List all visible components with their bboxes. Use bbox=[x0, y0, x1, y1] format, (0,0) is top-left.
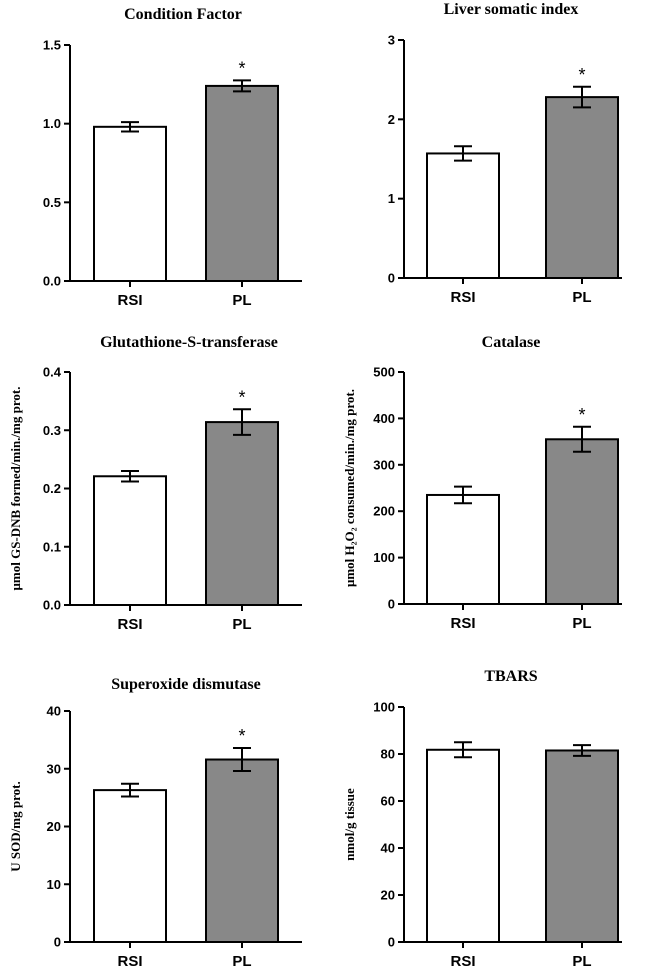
y-tick-label: 2 bbox=[388, 112, 395, 127]
y-tick-label: 30 bbox=[47, 761, 61, 776]
x-tick-label: RSI bbox=[117, 616, 142, 633]
y-tick-label: 0.4 bbox=[43, 365, 62, 380]
y-axis-label: μmol H₂O₂ consumed/min./mg prot. bbox=[342, 389, 357, 587]
y-tick-label: 0 bbox=[54, 935, 61, 950]
y-axis-label: nmol/g tissue bbox=[342, 788, 357, 861]
chart-panel-2: Liver somatic index 0 1 2 3 RSI PL * bbox=[388, 1, 622, 306]
y-tick-label: 400 bbox=[373, 411, 395, 426]
y-tick-label: 60 bbox=[381, 794, 395, 809]
x-tick-label: RSI bbox=[450, 615, 475, 632]
y-tick-label: 1.5 bbox=[43, 38, 61, 53]
chart-panel-3: Glutathione-S-transferase 0.0 0.1 0.2 0.3 0.4… bbox=[8, 334, 302, 633]
x-tick-label: RSI bbox=[117, 292, 142, 309]
y-tick-label: 0 bbox=[388, 935, 395, 950]
chart-title: Catalase bbox=[482, 334, 541, 351]
bar-rsi bbox=[426, 493, 500, 605]
bar-pl bbox=[545, 749, 619, 943]
y-tick-label: 40 bbox=[47, 704, 61, 719]
x-tick-label: PL bbox=[232, 292, 251, 309]
y-axis-label: U SOD/mg prot. bbox=[8, 781, 23, 871]
y-tick-label: 10 bbox=[47, 877, 61, 892]
chart-panel-1: Condition Factor 0.0 0.5 1.0 1.5 RSI PL * bbox=[43, 6, 302, 309]
y-tick-label: 20 bbox=[381, 888, 395, 903]
significance-marker: * bbox=[578, 405, 585, 425]
y-tick-label: 1.0 bbox=[43, 116, 61, 131]
significance-marker: * bbox=[578, 65, 585, 85]
y-tick-label: 300 bbox=[373, 457, 395, 472]
chart-title: Glutathione-S-transferase bbox=[100, 334, 278, 351]
y-axis-label: μmol GS-DNB formed/min./mg prot. bbox=[8, 387, 23, 591]
bar-pl bbox=[545, 96, 619, 280]
x-tick-label: PL bbox=[572, 953, 591, 970]
y-tick-label: 0 bbox=[388, 271, 395, 286]
bar-pl bbox=[205, 758, 279, 944]
y-tick-label: 20 bbox=[47, 819, 61, 834]
y-tick-label: 0.2 bbox=[43, 481, 61, 496]
y-tick-label: 0.5 bbox=[43, 195, 61, 210]
y-tick-label: 3 bbox=[388, 33, 395, 48]
significance-marker: * bbox=[238, 726, 245, 746]
bar-rsi bbox=[93, 789, 167, 943]
bar-pl bbox=[545, 438, 619, 605]
bar-rsi bbox=[93, 475, 167, 606]
chart-panel-6: TBARS 0 20 40 60 80 100 nmol/g tissue RSI PL bbox=[342, 668, 622, 970]
y-tick-label: 500 bbox=[373, 365, 395, 380]
bar-pl bbox=[205, 84, 279, 283]
y-tick-label: 0.0 bbox=[43, 598, 61, 613]
chart-title: TBARS bbox=[484, 668, 537, 685]
y-tick-label: 0.1 bbox=[43, 539, 61, 554]
significance-marker: * bbox=[238, 387, 245, 407]
chart-title: Superoxide dismutase bbox=[111, 676, 261, 693]
y-tick-label: 0 bbox=[388, 597, 395, 612]
x-tick-label: RSI bbox=[117, 953, 142, 970]
x-tick-label: RSI bbox=[450, 289, 475, 306]
x-tick-label: PL bbox=[232, 616, 251, 633]
x-tick-label: PL bbox=[572, 289, 591, 306]
y-tick-label: 1 bbox=[388, 191, 395, 206]
y-tick-label: 200 bbox=[373, 504, 395, 519]
x-tick-label: PL bbox=[232, 953, 251, 970]
y-tick-label: 100 bbox=[373, 700, 395, 715]
significance-marker: * bbox=[238, 58, 245, 78]
bar-rsi bbox=[426, 748, 500, 944]
chart-panel-5: Superoxide dismutase 0 10 20 30 40 U SOD/mg pr… bbox=[8, 676, 302, 970]
chart-title: Liver somatic index bbox=[444, 1, 579, 18]
y-tick-label: 40 bbox=[381, 841, 395, 856]
x-tick-label: PL bbox=[572, 615, 591, 632]
bar-rsi bbox=[426, 152, 500, 280]
bar-pl bbox=[205, 421, 279, 606]
chart-panel-4: Catalase 0 100 200 300 400 500 μmol H₂O₂ consum… bbox=[342, 334, 622, 632]
bar-rsi bbox=[93, 125, 167, 282]
x-tick-label: RSI bbox=[450, 953, 475, 970]
y-tick-label: 0.3 bbox=[43, 423, 61, 438]
y-tick-label: 0.0 bbox=[43, 274, 61, 289]
chart-title: Condition Factor bbox=[124, 6, 242, 23]
y-tick-label: 80 bbox=[381, 747, 395, 762]
y-tick-label: 100 bbox=[373, 550, 395, 565]
